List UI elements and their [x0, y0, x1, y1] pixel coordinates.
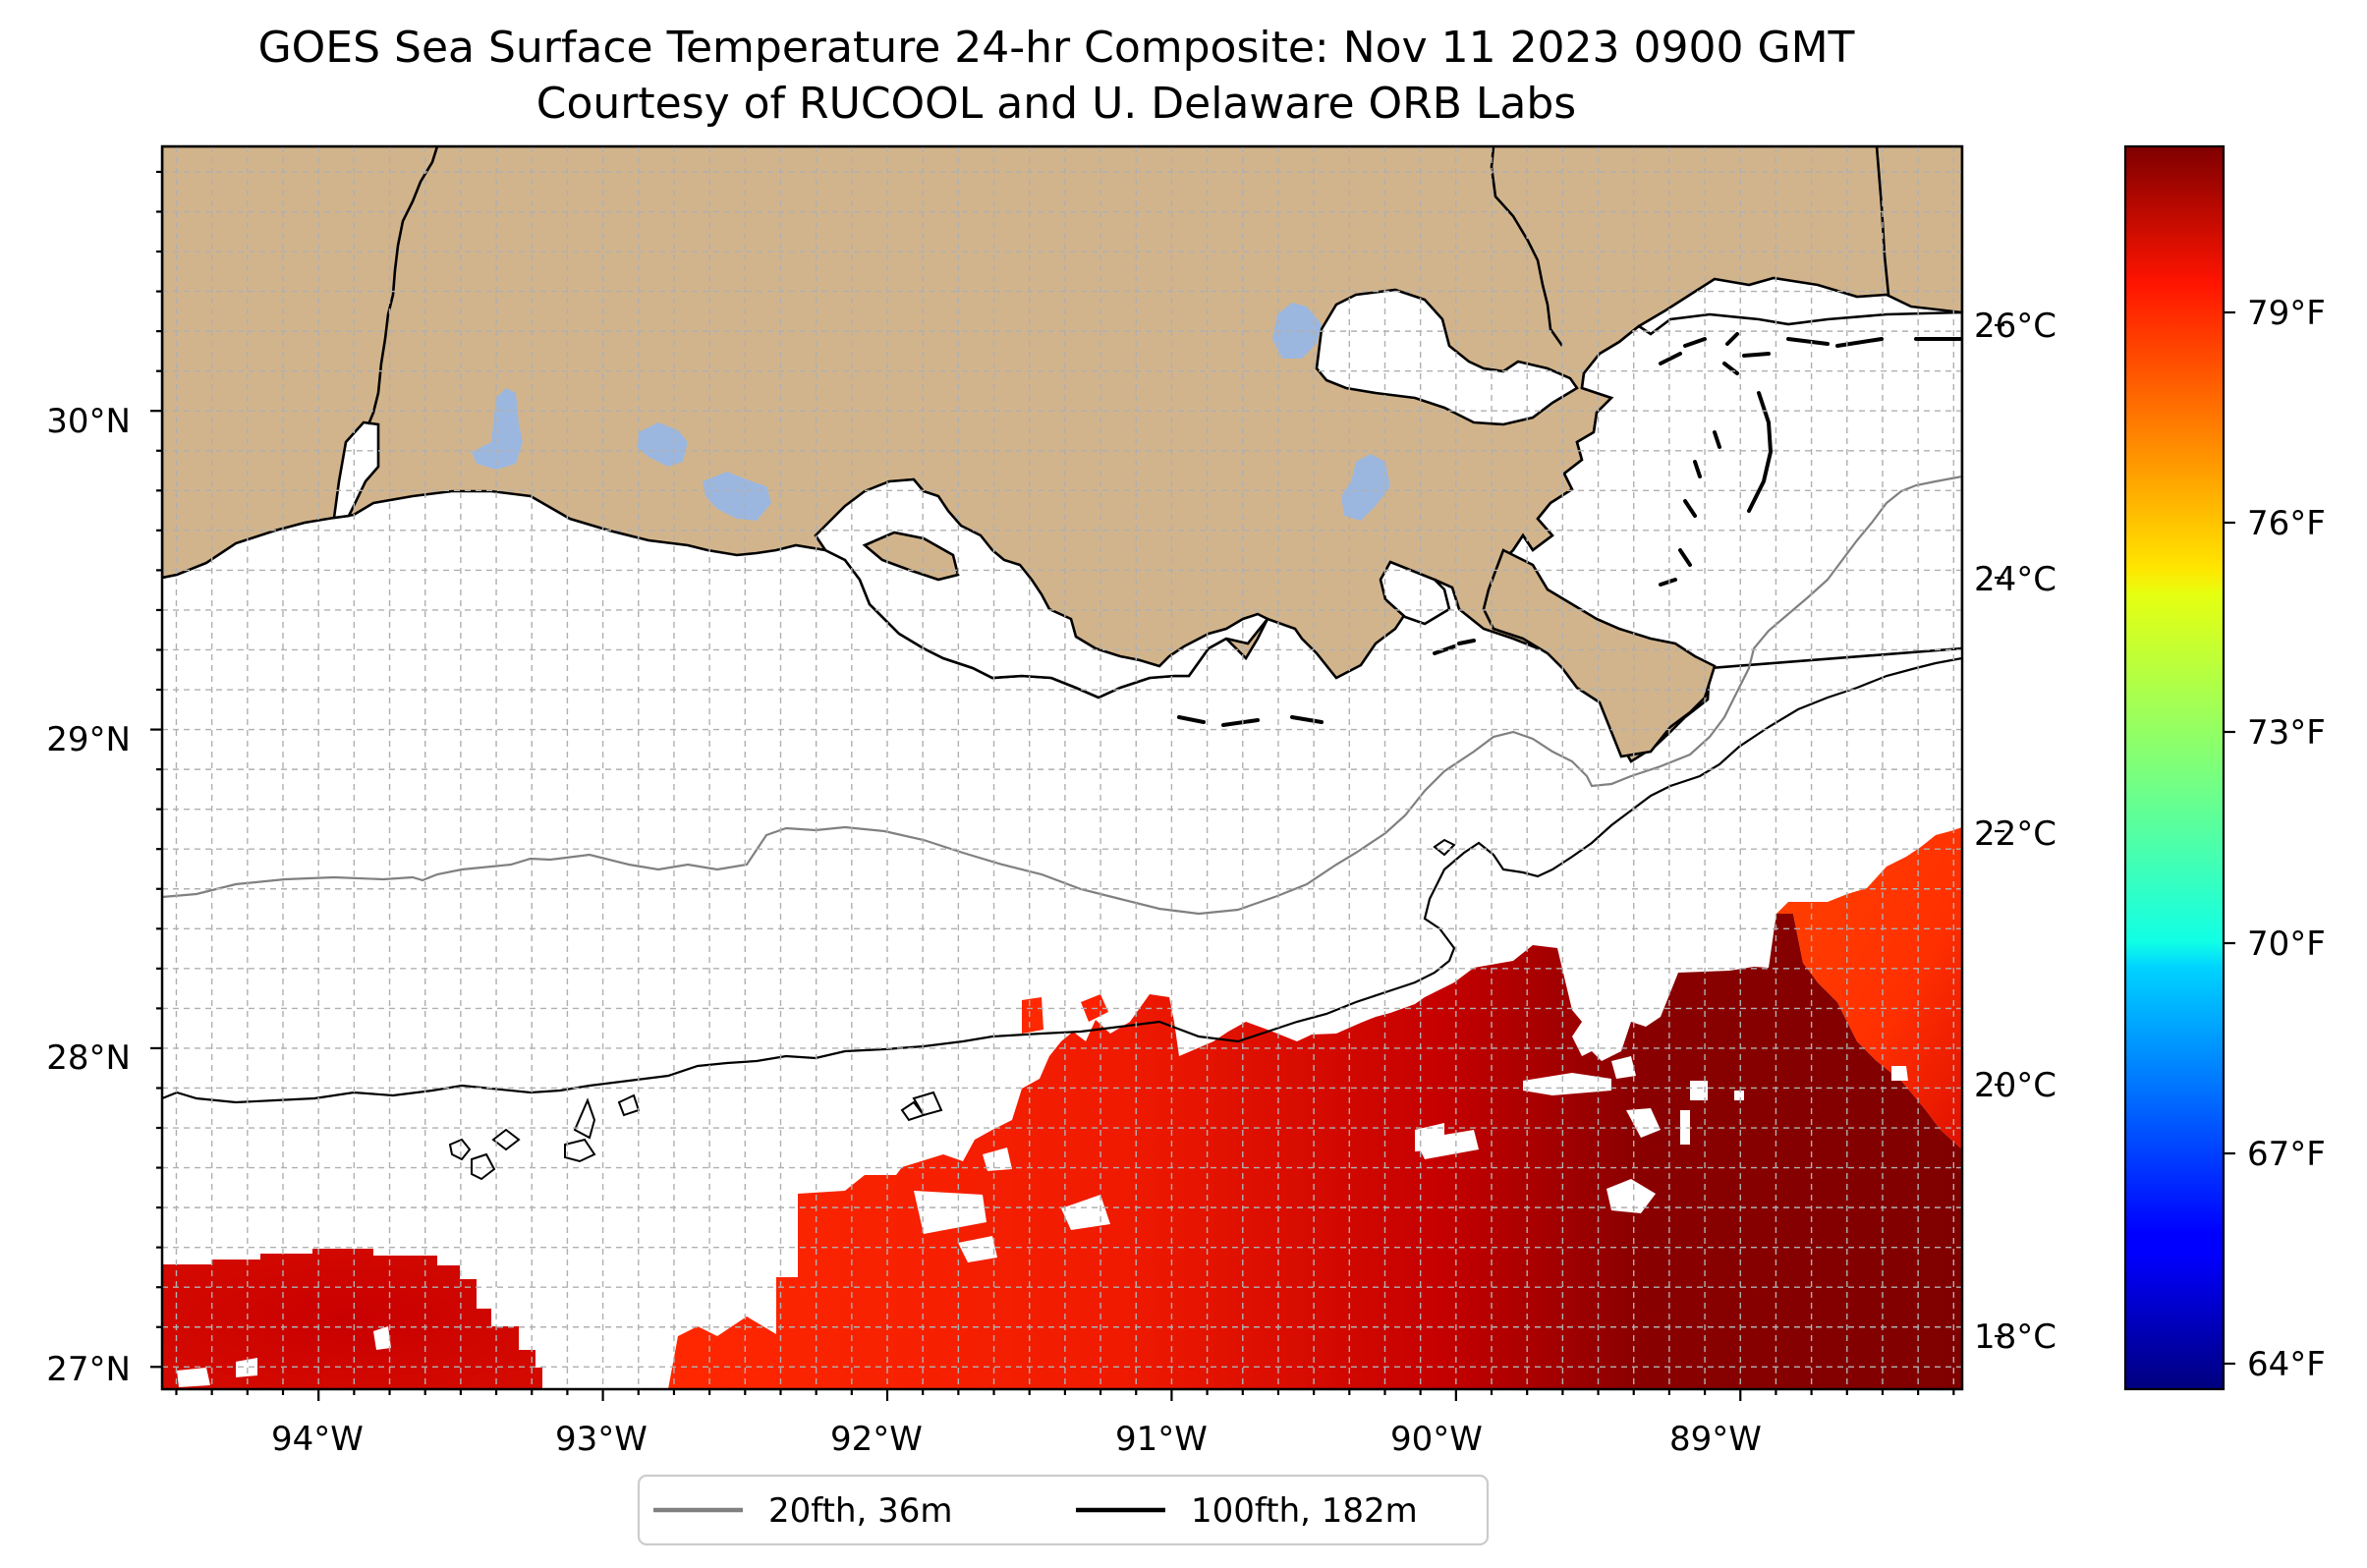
colorbar-celsius-labels: 18°C 20°C 22°C 24°C 26°C	[1974, 307, 2057, 1357]
title-line-2: Courtesy of RUCOOL and U. Delaware ORB L…	[536, 79, 1576, 129]
isobath-20fth	[162, 475, 1962, 916]
lat-label: 29°N	[46, 720, 131, 759]
isobath-100fth	[162, 656, 1962, 1104]
colorbar-fahrenheit-labels: 64°F 67°F 70°F 73°F 76°F 79°F	[2247, 294, 2326, 1384]
map-frame	[160, 144, 1964, 1391]
title-line-1: GOES Sea Surface Temperature 24-hr Compo…	[258, 23, 1855, 73]
gridlines	[162, 146, 1962, 1389]
celsius-ticks	[1995, 323, 2004, 1338]
longitude-labels: 94°W 93°W 92°W 91°W 90°W 89°W	[271, 1420, 1762, 1459]
lon-label: 92°W	[830, 1420, 923, 1459]
sst-region-southwest	[162, 1249, 542, 1389]
lon-label: 94°W	[271, 1420, 364, 1459]
lon-label: 93°W	[555, 1420, 648, 1459]
fahrenheit-label: 79°F	[2247, 294, 2326, 333]
legend-box	[637, 1474, 1490, 1546]
pontchartrain-bay	[1315, 288, 1579, 426]
latitude-labels: 27°N 28°N 29°N 30°N	[46, 402, 131, 1389]
legend-label-100fth: 100fth, 182m	[1191, 1491, 1418, 1531]
vermilion-bay	[814, 477, 1270, 700]
fahrenheit-label: 64°F	[2247, 1345, 2326, 1384]
legend: 20fth, 36m 100fth, 182m	[637, 1474, 1490, 1546]
celsius-label: 18°C	[1974, 1317, 2057, 1357]
lat-label: 27°N	[46, 1350, 131, 1389]
lon-label: 90°W	[1390, 1420, 1483, 1459]
state-borders	[366, 146, 1890, 425]
map-panel	[162, 146, 1962, 1389]
fahrenheit-label: 67°F	[2247, 1135, 2326, 1174]
lat-label: 30°N	[46, 402, 131, 441]
celsius-label: 26°C	[1974, 307, 2057, 346]
marsh-island	[862, 531, 960, 582]
sst-patch-small	[1022, 997, 1043, 1034]
fahrenheit-ticks	[2224, 310, 2235, 1366]
bathymetry-details	[448, 838, 1456, 1181]
sst-region-central	[668, 914, 1962, 1389]
sst-region-east	[1776, 827, 1962, 1149]
lat-label: 28°N	[46, 1038, 131, 1078]
lon-label: 91°W	[1115, 1420, 1208, 1459]
axis-ticks	[150, 170, 1955, 1401]
barataria-bay	[1379, 560, 1451, 626]
sst-heatmap	[162, 827, 1962, 1389]
celsius-label: 20°C	[1974, 1066, 2057, 1105]
cloud-gaps	[177, 1056, 1908, 1387]
fahrenheit-label: 76°F	[2247, 504, 2326, 543]
fahrenheit-label: 70°F	[2247, 924, 2326, 964]
land-delta	[1482, 548, 1717, 758]
colorbar	[2123, 144, 2226, 1391]
celsius-label: 24°C	[1974, 560, 2057, 599]
celsius-label: 22°C	[1974, 814, 2057, 854]
lon-label: 89°W	[1669, 1420, 1762, 1459]
legend-label-20fth: 20fth, 36m	[768, 1491, 953, 1531]
fahrenheit-label: 73°F	[2247, 713, 2326, 753]
